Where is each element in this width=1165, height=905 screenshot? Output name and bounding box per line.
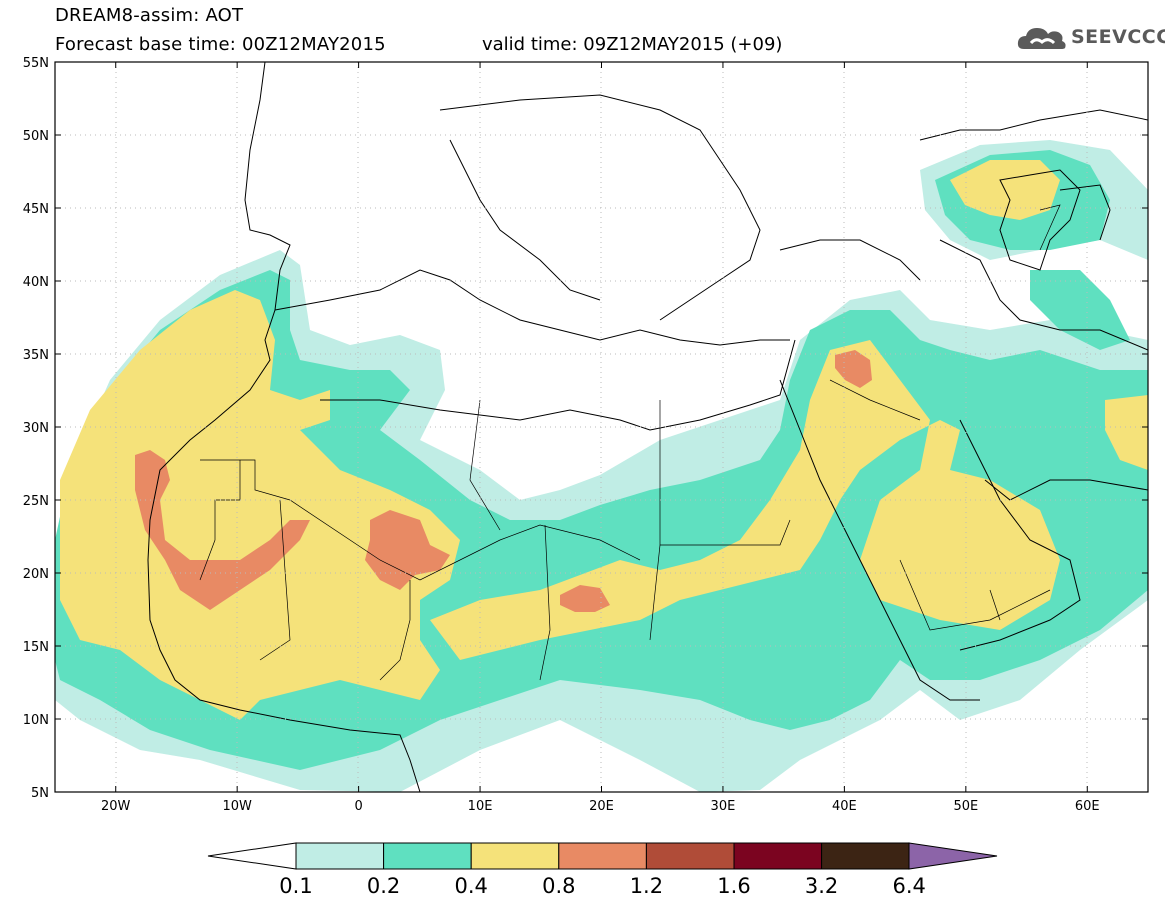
colorbar-segment — [383, 842, 472, 870]
cloud-icon — [1017, 28, 1066, 49]
logo-text: SEEVCCC — [1071, 26, 1165, 48]
aot-contours — [55, 140, 1148, 792]
lat-label: 5N — [31, 786, 49, 801]
lon-label: 20W — [101, 799, 131, 814]
colorbar-over-triangle — [908, 842, 998, 870]
lat-axis: 55N 50N 45N 40N 35N 30N 25N 20N 15N 10N 5N — [23, 56, 49, 801]
colorbar-label: 0.2 — [367, 874, 400, 898]
lon-label: 60E — [1075, 799, 1100, 814]
lon-label: 10W — [222, 799, 252, 814]
colorbar-segment — [821, 842, 910, 870]
map-title: DREAM8-assim: AOT — [55, 5, 244, 26]
lon-label: 40E — [832, 799, 857, 814]
seevccc-logo: SEEVCCC — [1016, 23, 1165, 53]
axis-ticks — [55, 61, 1148, 793]
forecast-base-time: Forecast base time: 00Z12MAY2015 — [55, 34, 386, 55]
country-borders — [199, 204, 1061, 681]
lat-label: 20N — [23, 567, 49, 582]
lat-label: 15N — [23, 640, 49, 655]
lat-label: 45N — [23, 202, 49, 217]
colorbar-label: 1.2 — [630, 874, 663, 898]
colorbar-label: 3.2 — [805, 874, 838, 898]
lat-label: 25N — [23, 494, 49, 509]
lat-label: 10N — [23, 713, 49, 728]
lon-axis: 20W 10W 0 10E 20E 30E 40E 50E 60E — [101, 799, 1100, 814]
lon-label: 30E — [711, 799, 736, 814]
colorbar-label: 1.6 — [717, 874, 750, 898]
colorbar-label: 0.1 — [279, 874, 312, 898]
colorbar-under-triangle — [207, 842, 297, 870]
valid-time: valid time: 09Z12MAY2015 (+09) — [482, 34, 783, 55]
lat-label: 55N — [23, 56, 49, 71]
lon-label: 0 — [354, 799, 362, 814]
graticule — [55, 62, 1148, 792]
colorbar-label: 6.4 — [892, 874, 925, 898]
colorbar-label: 0.8 — [542, 874, 575, 898]
lat-label: 30N — [23, 421, 49, 436]
lat-label: 40N — [23, 275, 49, 290]
colorbar-label: 0.4 — [454, 874, 487, 898]
colorbar-segment — [295, 842, 385, 870]
lon-label: 20E — [589, 799, 614, 814]
lon-label: 10E — [468, 799, 493, 814]
colorbar-segment — [558, 842, 647, 870]
lat-label: 50N — [23, 129, 49, 144]
coastlines — [147, 62, 1148, 792]
colorbar-segment — [645, 842, 735, 870]
colorbar-segment — [733, 842, 823, 870]
lon-label: 50E — [953, 799, 978, 814]
colorbar-segment — [470, 842, 560, 870]
colorbar: 0.1 0.2 0.4 0.8 1.2 1.6 3.2 6.4 — [207, 842, 998, 898]
lat-label: 35N — [23, 348, 49, 363]
